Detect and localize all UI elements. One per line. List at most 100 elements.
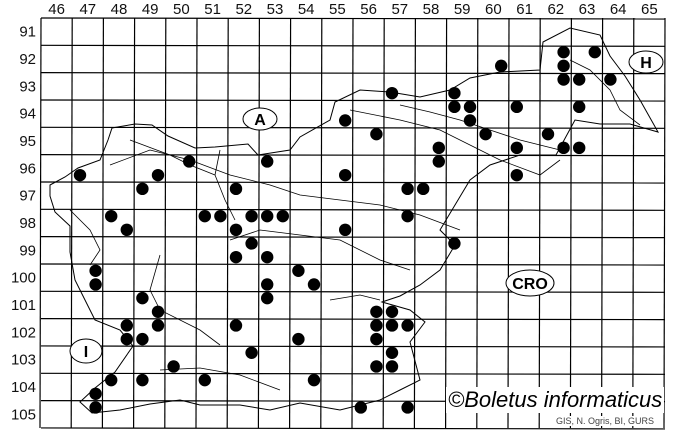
grid-line-vertical [476,17,479,428]
grid-line-horizontal [40,208,666,211]
record-dot [370,360,383,373]
record-dot [385,86,399,100]
grid-line-vertical [632,17,635,428]
grid-line-horizontal [40,427,666,430]
row-label: 99 [19,242,36,259]
record-dot [136,373,149,387]
row-label: 103 [11,352,36,369]
slovenia-border [49,27,660,414]
record-dot [370,127,383,141]
record-dot [167,360,180,373]
record-dots [73,45,617,414]
record-dot [245,346,258,359]
record-dot [448,86,461,100]
column-label: 51 [204,1,221,18]
record-dot [557,59,570,73]
record-dot [432,155,445,168]
grid-line-horizontal [40,44,666,47]
record-dot [510,141,523,155]
row-label: 98 [19,215,36,232]
grid-line-horizontal [40,263,666,266]
record-dot [370,319,383,332]
column-label: 60 [485,1,502,18]
record-dot [417,182,430,196]
record-dot [292,332,305,346]
country-label-hungary: H [628,50,664,74]
copyright-text: ©Boletus informaticus [446,387,665,413]
river [129,139,216,176]
column-label: 59 [454,1,471,18]
column-label: 65 [641,1,658,18]
credit-text: GIS, N. Ogris, BI, GURS [556,416,655,426]
row-label: 95 [19,133,36,150]
record-dot [198,373,211,387]
record-dot [198,209,211,223]
grid-line-vertical [101,17,104,428]
row-label: 102 [11,324,36,341]
record-dot [120,319,133,332]
record-dot [385,305,399,318]
record-dot [339,168,352,182]
column-label: 48 [111,1,128,18]
grid-line-vertical [164,17,167,428]
record-dot [354,401,367,414]
country-border [49,27,660,414]
record-dot [229,223,243,237]
record-dot [136,291,149,305]
record-dot [588,45,601,59]
grid-line-vertical [289,17,292,428]
column-label: 64 [610,1,627,18]
record-dot [229,182,243,196]
grid-line-vertical [413,17,416,428]
record-dot [136,182,149,196]
country-label-croatia: CRO [505,269,555,297]
record-dot [448,100,461,114]
grid-line-horizontal [40,72,666,75]
grid-line-horizontal [40,99,666,102]
row-label: 93 [19,78,36,95]
grid-line-vertical [538,17,541,428]
column-label: 55 [329,1,346,18]
grid-line-vertical [226,17,229,428]
grid-line-vertical [663,17,666,428]
record-dot [339,223,352,237]
record-dot [510,100,523,114]
record-dot [229,250,243,264]
record-dot [495,59,508,73]
record-dot [89,264,102,278]
grid-line-horizontal [40,345,666,348]
grid-line-horizontal [40,236,666,239]
country-label-text: I [84,344,88,361]
column-label: 62 [547,1,564,18]
river [569,59,641,126]
river [159,367,281,391]
record-dot [370,305,383,318]
river [329,294,381,301]
grid-line-horizontal [40,372,666,375]
grid-line-vertical [382,17,385,428]
record-dot [214,209,227,223]
column-label: 52 [235,1,252,18]
record-dot [120,223,133,237]
country-label-italy: I [69,338,103,364]
column-label: 46 [48,1,65,18]
river [149,254,221,346]
record-dot [370,332,383,346]
grid-line-vertical [39,17,42,428]
column-label: 56 [360,1,377,18]
river [214,149,236,221]
record-dot [151,168,165,182]
column-label: 63 [579,1,596,18]
record-dot [276,209,289,223]
record-dot [89,278,102,291]
record-dot [541,127,555,141]
record-dot [557,45,570,59]
column-label: 61 [516,1,533,18]
record-dot [573,73,586,86]
record-dot [151,319,165,332]
record-dot [105,209,118,223]
grid-line-vertical [195,17,198,428]
grid-line-vertical [351,17,354,428]
record-dot [463,100,477,114]
